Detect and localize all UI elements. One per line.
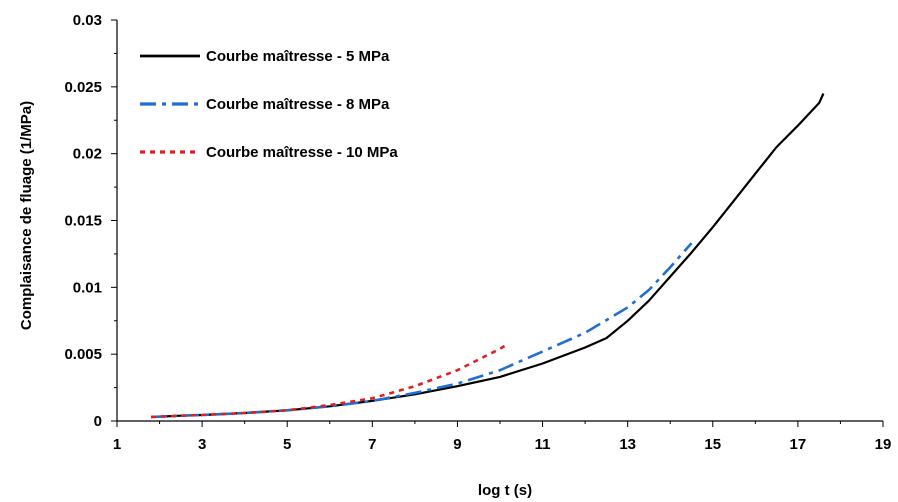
legend: Courbe maîtresse - 5 MPa Courbe maîtresse…: [140, 48, 398, 161]
x-tick-label: 7: [368, 436, 376, 453]
y-tick-label: 0.01: [73, 279, 102, 296]
axes: [111, 19, 884, 427]
series-line-3: [150, 342, 510, 419]
y-tick-label: 0.005: [64, 346, 102, 363]
legend-label-3: Courbe maîtresse - 10 MPa: [206, 144, 398, 161]
plot-area: [150, 93, 825, 419]
y-tick-label: 0.02: [73, 146, 102, 163]
x-tick-label: 17: [790, 436, 807, 453]
series-line-1: [150, 93, 825, 419]
legend-label-2: Courbe maîtresse - 8 MPa: [206, 96, 390, 113]
legend-label-1: Courbe maîtresse - 5 MPa: [206, 48, 390, 65]
y-tick-label: 0.025: [64, 79, 102, 96]
x-tick-label: 13: [619, 436, 636, 453]
x-tick-label: 1: [113, 436, 121, 453]
y-tick-label: 0.03: [73, 12, 102, 29]
x-tick-label: 19: [875, 436, 892, 453]
x-tick-label: 15: [704, 436, 721, 453]
tick-labels: 1 3 5 7 9 11 13 15 17 1900.0050.010.0150.020.0250…: [64, 12, 891, 453]
y-axis-title: Complaisance de fluage (1/MPa): [18, 101, 35, 330]
x-tick-label: 11: [535, 436, 551, 453]
y-tick-label: 0.015: [64, 213, 102, 230]
series-line-2: [150, 242, 693, 419]
y-tick-label: 0: [94, 413, 102, 430]
x-axis-title: log t (s): [478, 482, 532, 499]
x-tick-label: 5: [283, 436, 291, 453]
x-tick-label: 9: [453, 436, 461, 453]
x-tick-label: 3: [198, 436, 206, 453]
